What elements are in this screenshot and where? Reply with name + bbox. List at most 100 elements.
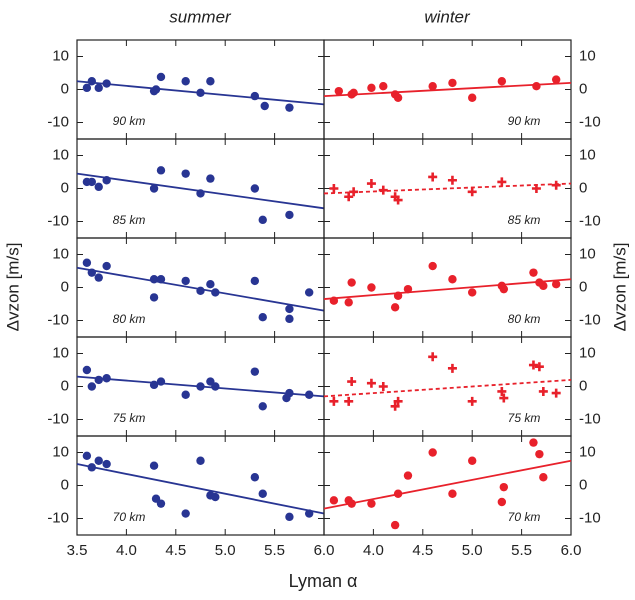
y-tick-label: 10 — [52, 344, 69, 361]
data-point — [196, 456, 205, 465]
y-tick-label: -10 — [579, 311, 601, 328]
data-point — [497, 77, 507, 86]
data-point — [285, 314, 294, 324]
y-tick-label: 0 — [579, 80, 587, 97]
data-point — [258, 215, 267, 225]
data-point — [181, 390, 190, 399]
x-tick-label: 4.0 — [116, 542, 137, 559]
data-point — [94, 182, 103, 192]
y-tick-label: 0 — [61, 179, 69, 196]
y-tick-label: -10 — [47, 311, 69, 328]
data-point — [448, 275, 457, 284]
data-point — [499, 393, 509, 403]
data-point — [94, 375, 103, 385]
y-tick-label: 10 — [579, 47, 596, 64]
data-point — [206, 77, 215, 86]
data-point — [539, 473, 548, 482]
altitude-label: 70 km — [113, 510, 146, 524]
data-point — [285, 210, 294, 220]
y-axis-label: Δvzon [m/s] — [3, 243, 22, 332]
column-title: winter — [424, 7, 471, 26]
y-tick-label: 10 — [579, 344, 596, 361]
data-point — [428, 261, 437, 271]
altitude-label: 85 km — [508, 213, 541, 227]
data-point — [539, 281, 548, 291]
fit-line — [76, 375, 325, 398]
data-point — [467, 187, 477, 197]
x-tick-label: 5.0 — [462, 542, 483, 559]
data-point — [82, 451, 92, 460]
y-tick-label: -10 — [47, 410, 69, 427]
data-point — [329, 396, 339, 406]
altitude-label: 90 km — [508, 114, 541, 128]
y-tick-label: -10 — [579, 509, 601, 526]
data-point — [468, 456, 477, 465]
y-tick-label: 0 — [579, 476, 587, 493]
x-tick-label: 3.5 — [67, 542, 88, 559]
data-point — [206, 280, 215, 289]
data-point — [258, 402, 267, 411]
y-tick-label: 10 — [52, 443, 69, 460]
y-tick-label: 10 — [52, 47, 69, 64]
y-tick-label: 0 — [579, 179, 587, 196]
y-tick-label: 10 — [579, 443, 596, 460]
y-tick-label: 10 — [579, 245, 596, 262]
data-point — [534, 362, 544, 372]
data-point — [250, 473, 260, 482]
data-point — [390, 303, 400, 312]
data-point — [82, 365, 92, 375]
data-point — [156, 72, 166, 82]
data-point — [87, 77, 97, 86]
data-point — [211, 382, 220, 391]
data-point — [390, 401, 400, 411]
altitude-label: 85 km — [113, 213, 146, 227]
data-point — [258, 489, 267, 498]
data-point — [250, 184, 260, 193]
altitude-label: 90 km — [113, 114, 146, 128]
data-point — [82, 83, 92, 93]
x-tick-label: 4.5 — [412, 542, 433, 559]
y-tick-label: 0 — [579, 377, 587, 394]
data-point — [82, 258, 92, 267]
data-point — [211, 492, 220, 502]
data-point — [428, 82, 437, 91]
y-tick-label: -10 — [47, 113, 69, 130]
data-point — [428, 172, 438, 182]
data-point — [149, 184, 159, 193]
fit-line — [323, 379, 572, 398]
data-point — [428, 448, 437, 457]
data-point — [102, 459, 111, 469]
data-point — [467, 396, 477, 406]
data-point — [499, 482, 509, 492]
y-tick-label: -10 — [47, 509, 69, 526]
data-point — [334, 86, 344, 96]
y-tick-label: 10 — [579, 146, 596, 163]
fit-line — [76, 172, 325, 210]
data-point — [94, 83, 103, 93]
data-point — [448, 489, 457, 498]
data-point — [344, 192, 354, 202]
data-point — [285, 103, 294, 112]
data-point — [538, 386, 548, 396]
data-point — [347, 377, 357, 387]
y-tick-label: -10 — [579, 212, 601, 229]
data-point — [260, 101, 269, 111]
data-point — [94, 273, 103, 282]
data-point — [551, 180, 561, 190]
data-point — [181, 276, 190, 286]
y-axis-label: Δvzon [m/s] — [610, 243, 629, 332]
data-point — [181, 509, 190, 518]
y-tick-label: 0 — [579, 278, 587, 295]
x-tick-label: 5.5 — [511, 542, 532, 559]
data-point — [250, 367, 260, 376]
data-point — [378, 382, 388, 391]
data-point — [468, 288, 477, 297]
data-point — [393, 93, 403, 102]
data-point — [344, 298, 353, 307]
fit-line — [76, 463, 325, 515]
data-point — [447, 175, 457, 185]
y-tick-label: -10 — [579, 113, 601, 130]
data-point — [367, 83, 376, 93]
y-tick-label: -10 — [579, 410, 601, 427]
